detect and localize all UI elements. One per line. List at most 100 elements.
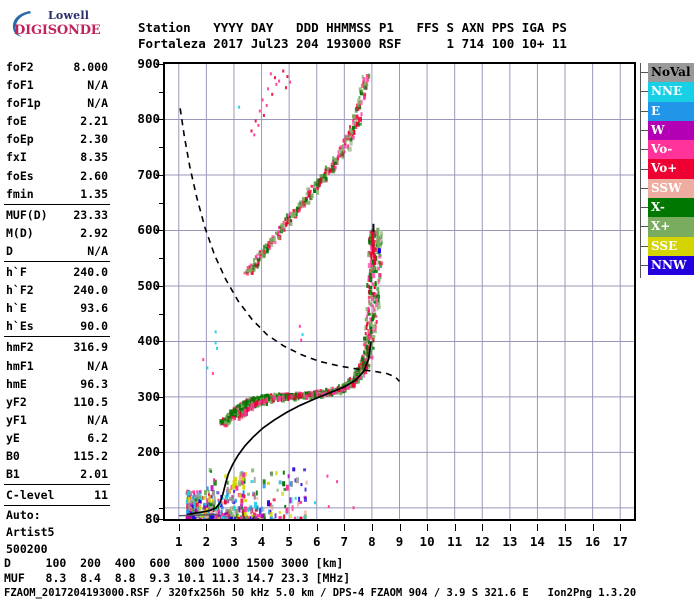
y-tick-label: 500 (137, 277, 160, 293)
param-row: fmin 1.35 (4, 185, 110, 203)
legend-item-nne[interactable]: NNE (648, 82, 694, 102)
auto-label: Auto: (6, 508, 41, 523)
param-key: B0 (6, 448, 20, 463)
param-key: yE (6, 430, 20, 445)
legend-item-label: X- (651, 200, 665, 215)
ionogram-plot-area[interactable] (163, 62, 636, 521)
x-axis-labels: 1 2 3 4 5 6 7 8 9 10 11 12 13 14 15 16 17 (120, 524, 680, 550)
x-tick-label: 17 (612, 534, 628, 549)
legend-tick (640, 149, 648, 151)
param-row: D N/A (4, 242, 110, 260)
param-key: h`F2 (6, 283, 34, 298)
x-axis-tick (399, 524, 401, 531)
x-tick-label: 14 (529, 534, 545, 549)
param-row: fxI 8.35 (4, 148, 110, 166)
header-labels-row: Station YYYY DAY DDD HHMMSS P1 FFS S AXN… (138, 20, 567, 35)
legend-tick (640, 168, 648, 170)
param-row: B0 115.2 (4, 447, 110, 465)
param-row: h`E 93.6 (4, 299, 110, 317)
param-row: h`F 240.0 (4, 263, 110, 281)
legend-item-x-[interactable]: X+ (648, 217, 694, 237)
param-group-muf: MUF(D) 23.33 M(D) 2.92 D N/A (4, 206, 110, 260)
legend-tick (640, 187, 648, 189)
autoscaling-info: Auto: Artist5 500200 (4, 507, 110, 558)
param-key: h`Es (6, 319, 34, 334)
grid-lines (165, 64, 634, 519)
param-value: 240.0 (73, 283, 108, 298)
x-axis-tick (344, 524, 346, 531)
param-row: C-level 11 (4, 486, 110, 504)
param-value: 96.3 (80, 376, 108, 391)
param-value: 93.6 (80, 301, 108, 316)
legend-item-sse[interactable]: SSE (648, 236, 694, 256)
legend-item-ssw[interactable]: SSW (648, 178, 694, 199)
footer-distance-row: D 100 200 400 600 800 1000 1500 3000 [km… (4, 556, 344, 570)
param-divider (4, 203, 110, 205)
legend-item-nnw[interactable]: NNW (648, 255, 694, 276)
param-key: foF1 (6, 78, 34, 93)
legend-item-vo-[interactable]: Vo+ (648, 159, 694, 179)
param-divider (4, 336, 110, 338)
legend-tick (640, 110, 648, 112)
legend-item-label: E (651, 103, 661, 118)
param-key: foF1p (6, 96, 41, 111)
param-value: 2.92 (80, 225, 108, 240)
station-header: Station YYYY DAY DDD HHMMSS P1 FFS S AXN… (138, 20, 567, 52)
param-value: 1.35 (80, 186, 108, 201)
param-value: N/A (87, 412, 108, 427)
legend-item-w[interactable]: W (648, 120, 694, 141)
x-axis-tick (482, 524, 484, 531)
x-axis-tick (537, 524, 539, 531)
legend-item-x-[interactable]: X- (648, 198, 694, 218)
legend-item-label: Vo+ (651, 161, 678, 176)
legend-item-label: NoVal (651, 65, 691, 79)
y-tick-label: 400 (137, 333, 160, 349)
x-axis-tick (427, 524, 429, 531)
x-tick-label: 2 (202, 534, 211, 549)
param-row: foEs 2.60 (4, 167, 110, 185)
param-row: foE 2.21 (4, 112, 110, 130)
param-key: foEp (6, 132, 34, 147)
param-row: MUF(D) 23.33 (4, 206, 110, 224)
param-value: 115.2 (73, 448, 108, 463)
lowell-digisonde-logo: Lowell DIGISONDE (6, 8, 116, 42)
auto-software: Artist5 (6, 525, 55, 540)
x-tick-label: 8 (368, 534, 376, 549)
legend-item-vo-[interactable]: Vo- (648, 140, 694, 160)
x-axis-tick (316, 524, 318, 531)
legend-item-label: W (651, 122, 665, 137)
x-tick-label: 12 (474, 534, 490, 549)
legend-item-e[interactable]: E (648, 101, 694, 121)
ionogram-parameters-panel: foF2 8.000 foF1 N/A foF1p N/A foE 2.21 foEp 2… (4, 58, 110, 558)
param-value: 11 (94, 488, 108, 503)
logo-lowell-text: Lowell (48, 9, 90, 22)
footer-muf-row: MUF 8.3 8.4 8.8 9.3 10.1 11.3 14.7 23.3 … (4, 571, 351, 585)
param-key: foF2 (6, 60, 34, 74)
param-value: 8.000 (73, 60, 108, 74)
param-row: foEp 2.30 (4, 130, 110, 148)
x-axis-tick (289, 524, 291, 531)
param-value: 2.60 (80, 168, 108, 183)
legend-item-noval[interactable]: NoVal (648, 63, 694, 83)
legend-item-label: X+ (651, 219, 671, 234)
y-axis-labels: 80 200 300 400 500 600 700 800 900 (112, 57, 160, 527)
param-group-profile: hmF2 316.9 hmF1 N/A hmE 96.3 yF2 110.5 yF1 N/… (4, 338, 110, 483)
param-divider (4, 505, 110, 507)
x-axis-tick (178, 524, 180, 531)
param-value: 316.9 (73, 340, 108, 355)
param-row: hmF2 316.9 (4, 338, 110, 356)
ionogram-canvas[interactable] (165, 64, 634, 519)
legend-item-label: SSE (651, 238, 678, 253)
param-row: foF2 8.000 (4, 58, 110, 76)
x-axis-tick (509, 524, 511, 531)
param-row: yE 6.2 (4, 429, 110, 447)
legend-tick (640, 207, 648, 209)
footer-info: D 100 200 400 600 800 1000 1500 3000 [km… (4, 556, 700, 601)
x-axis-tick (592, 524, 594, 531)
param-key: h`F (6, 265, 27, 280)
param-value: N/A (87, 243, 108, 258)
param-key: M(D) (6, 225, 34, 240)
param-key: yF1 (6, 412, 27, 427)
param-key: foEs (6, 168, 34, 183)
footer-filename-row: FZAOM_2017204193000.RSF / 320fx256h 50 k… (4, 587, 637, 599)
